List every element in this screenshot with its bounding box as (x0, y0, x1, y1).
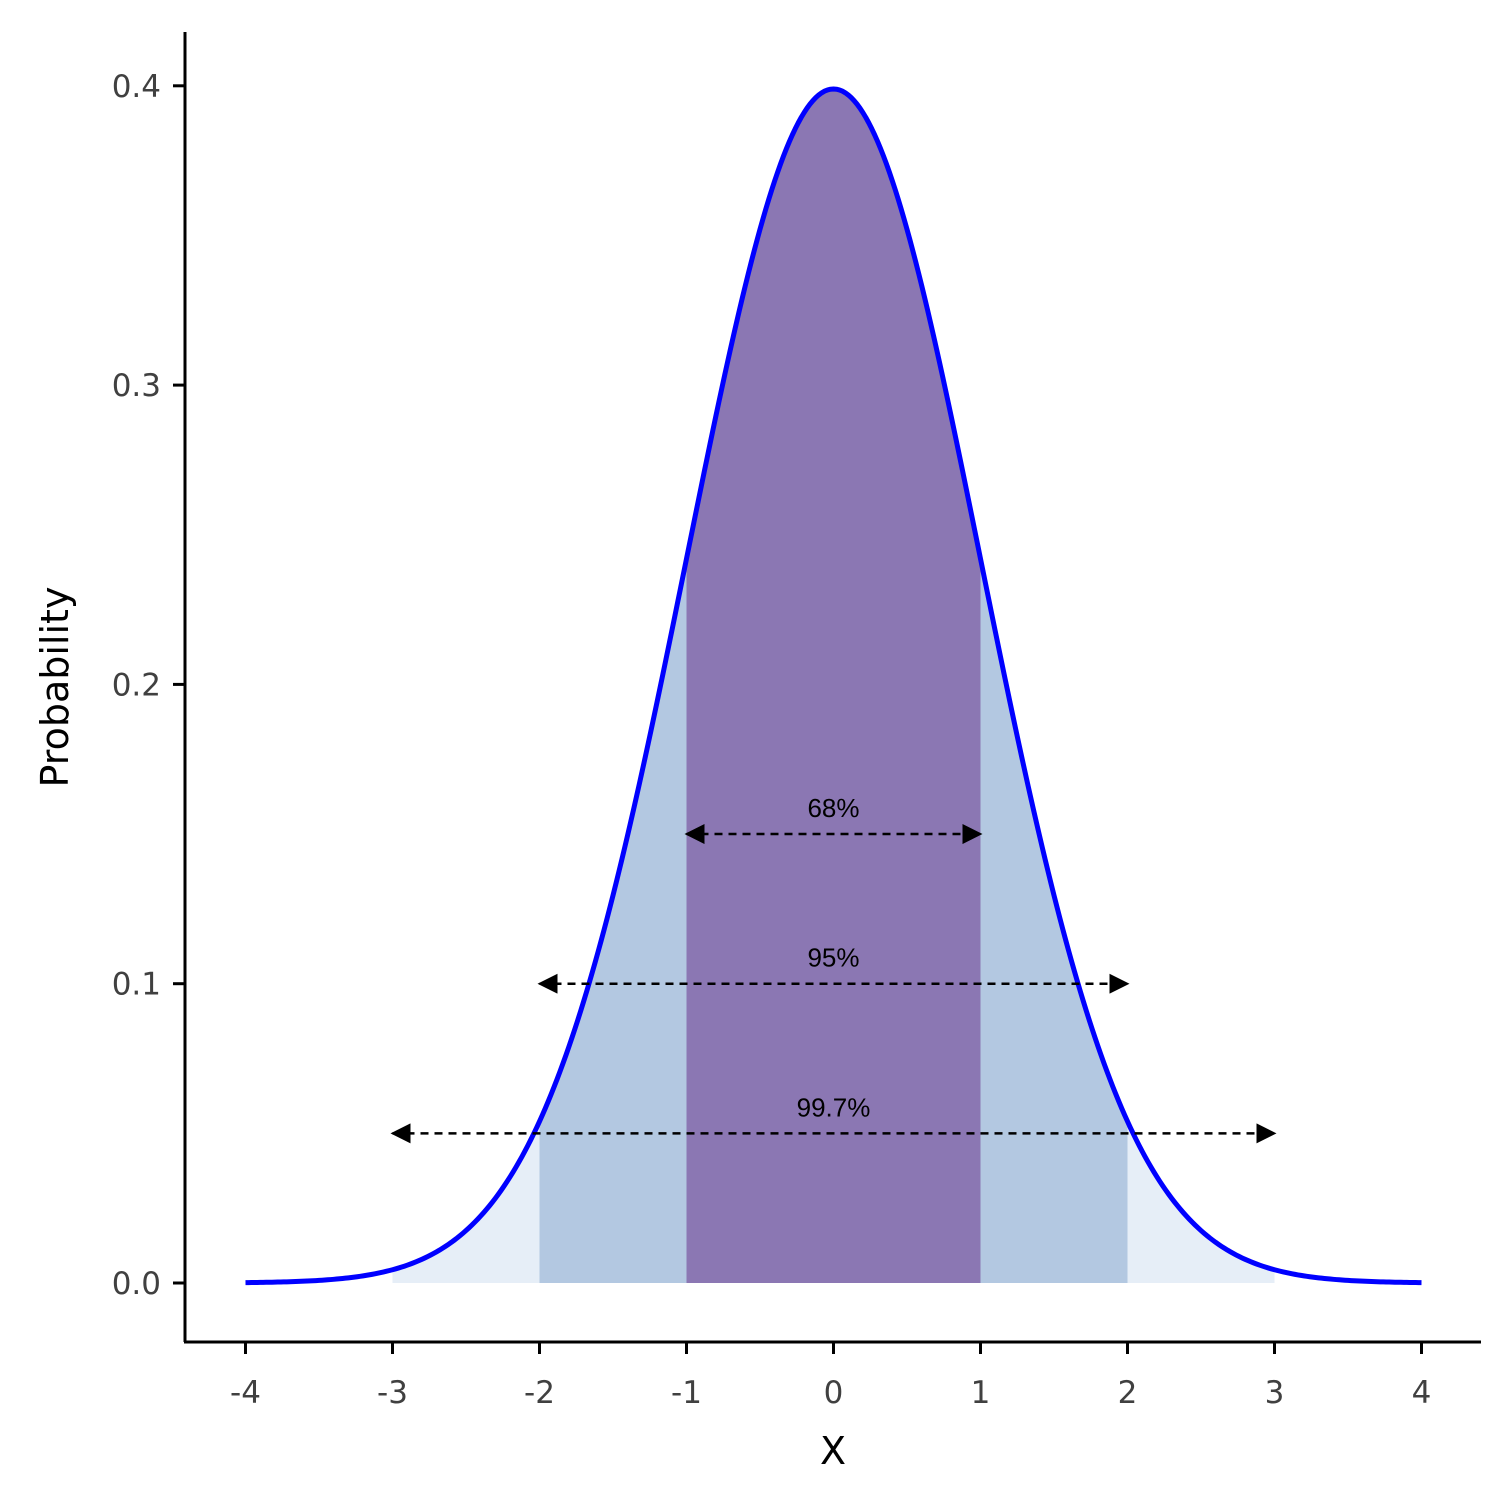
y-tick-label: 0.1 (112, 967, 161, 1003)
axis-ticks: -4 -3 -2 -1 0 1 2 3 4 0.0 0.1 0.2 0.3 0.4 (112, 69, 1432, 1411)
x-tick-label: -2 (524, 1375, 555, 1411)
y-tick-label: 0.4 (112, 69, 161, 105)
x-tick-label: -4 (230, 1375, 261, 1411)
x-tick-label: 1 (971, 1375, 991, 1411)
interval-label-2: 95% (807, 943, 859, 973)
y-tick-label: 0.2 (112, 667, 161, 703)
y-axis-title: Probability (33, 587, 77, 788)
density-curve (245, 86, 1422, 1286)
x-tick-label: 4 (1412, 1375, 1432, 1411)
x-tick-label: 2 (1118, 1375, 1138, 1411)
x-tick-label: -3 (377, 1375, 408, 1411)
x-tick-label: 0 (824, 1375, 844, 1411)
interval-label-1: 68% (807, 793, 859, 823)
x-tick-label: 3 (1265, 1375, 1285, 1411)
interval-label-3: 99.7% (797, 1092, 871, 1122)
y-tick-label: 0.0 (112, 1266, 161, 1302)
interval-annotations: 68% 95% 99.7% (390, 793, 1277, 1144)
x-tick-label: -1 (671, 1375, 702, 1411)
x-axis-title: X (820, 1429, 846, 1473)
y-tick-label: 0.3 (112, 368, 161, 404)
